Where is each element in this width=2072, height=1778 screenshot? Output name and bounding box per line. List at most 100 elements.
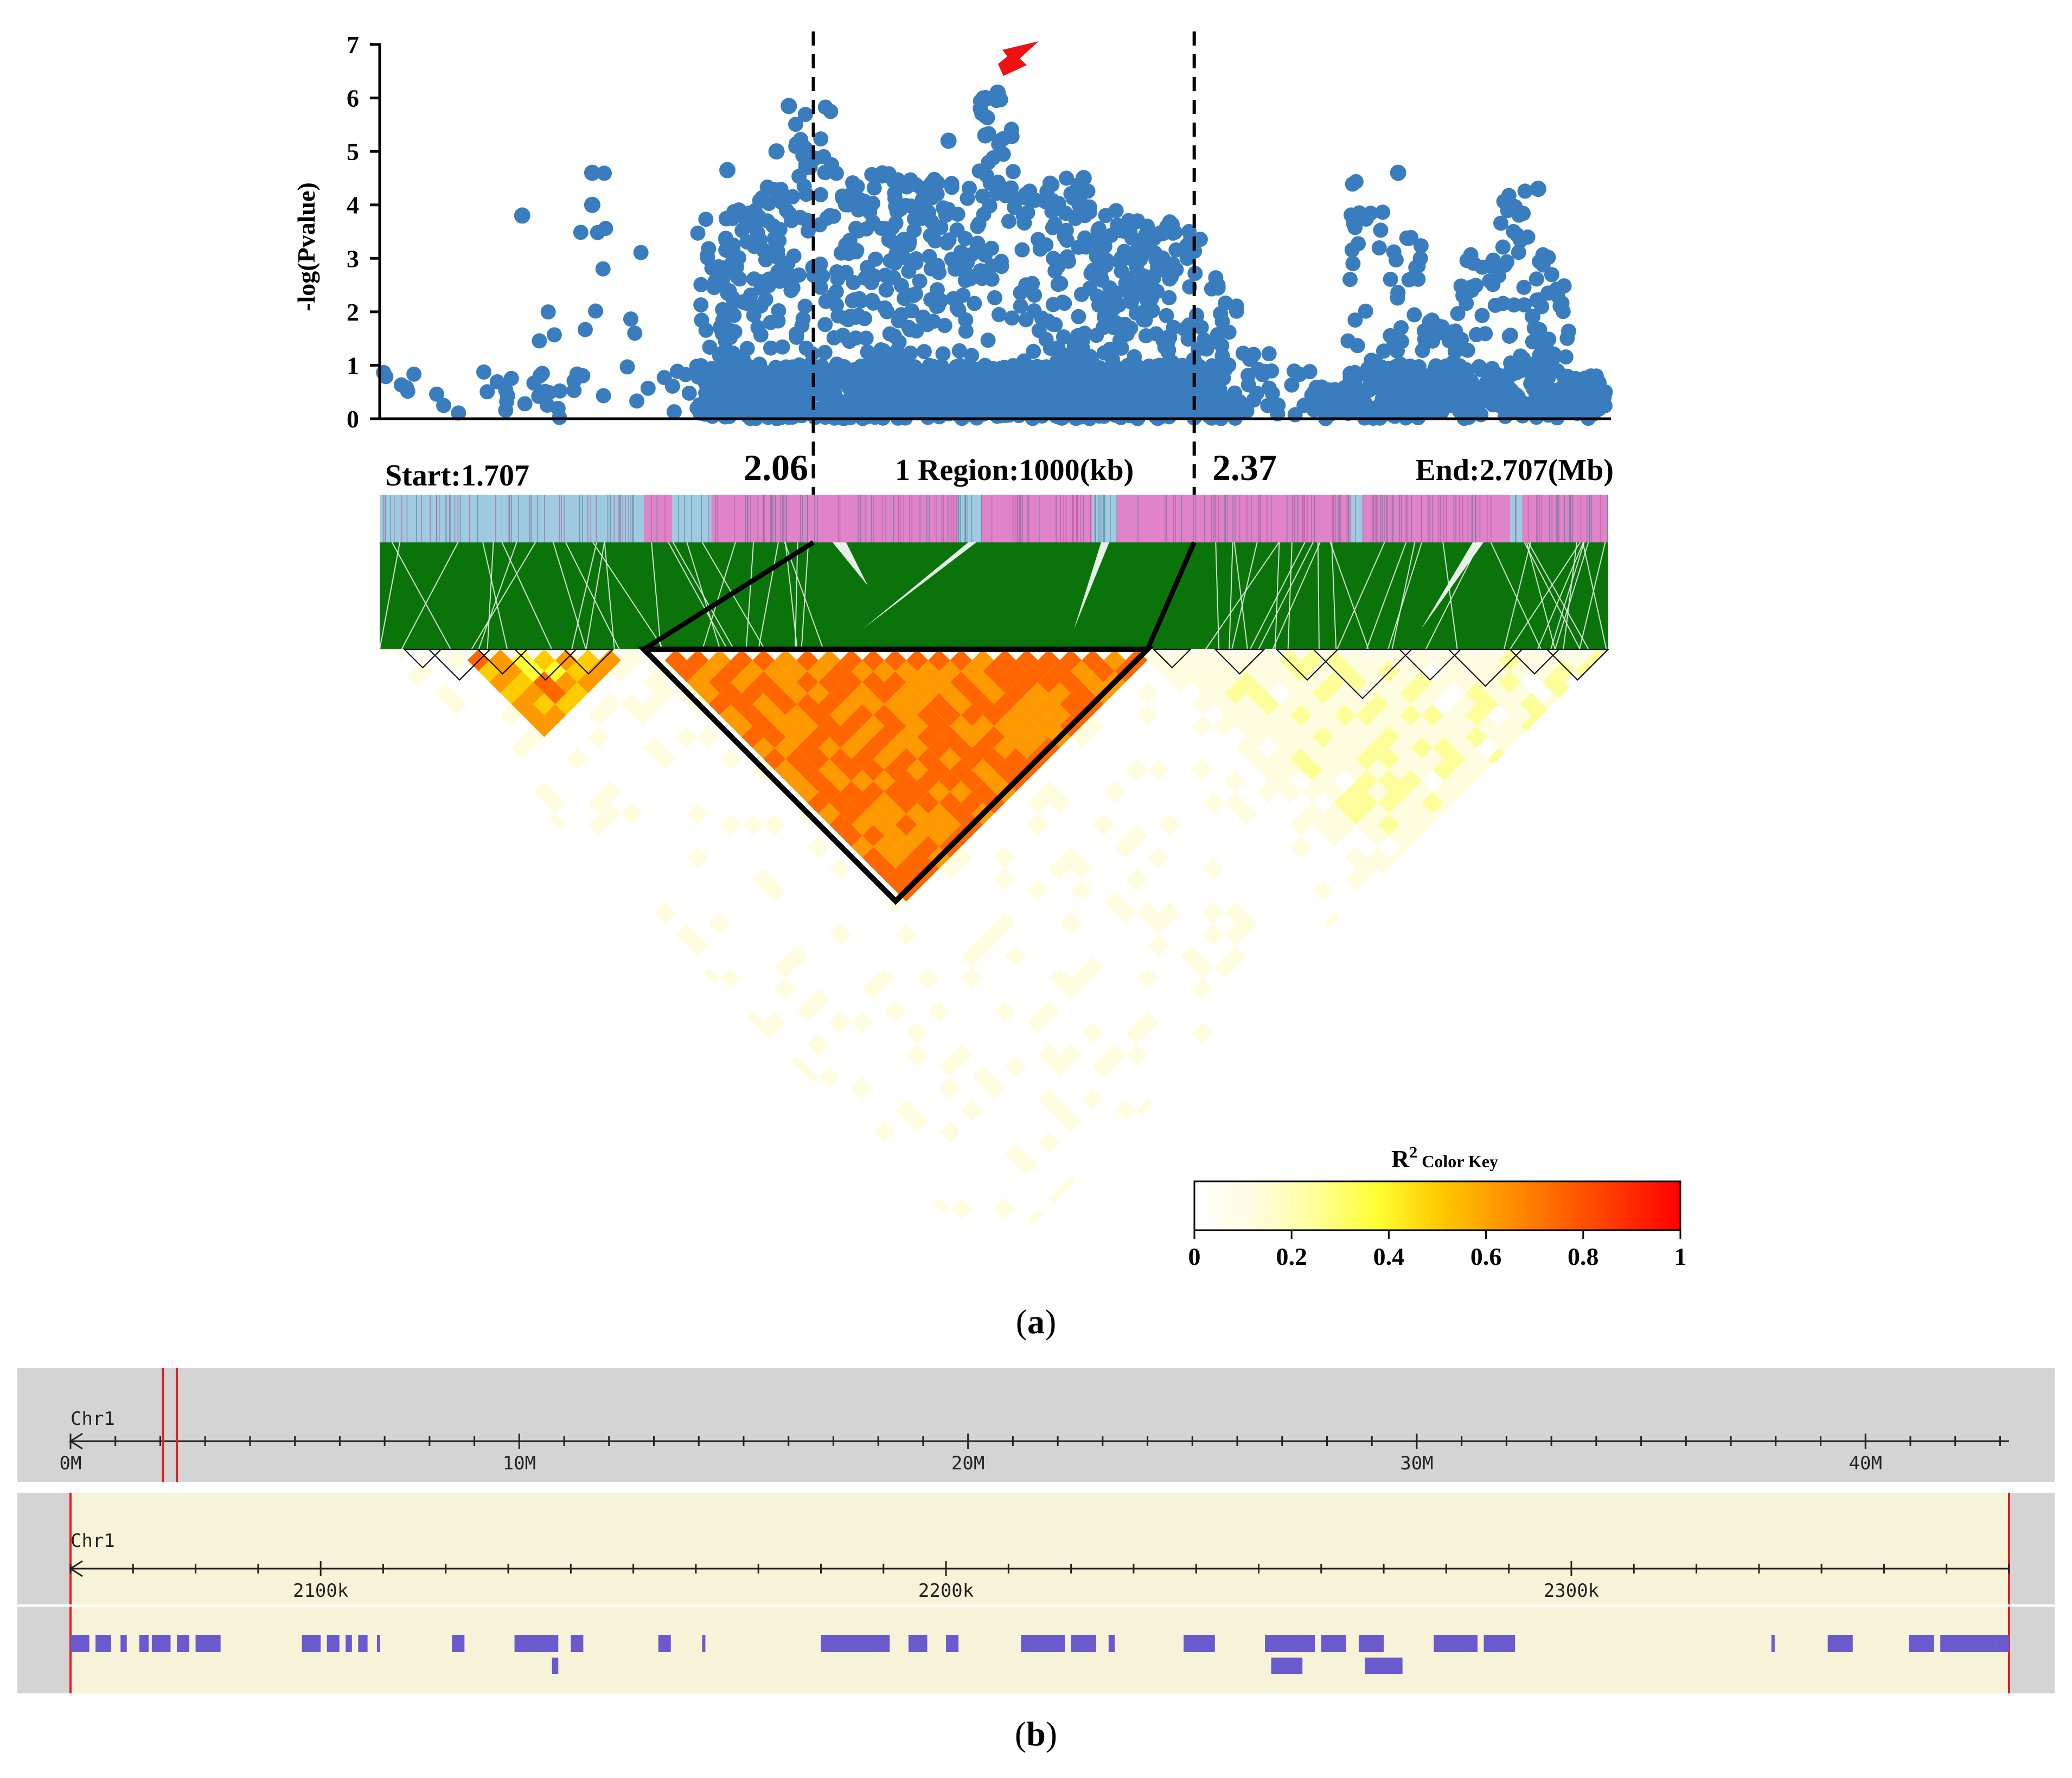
ld-cell (511, 737, 534, 759)
ld-band-line (1336, 542, 1385, 650)
snp-point (1532, 322, 1547, 337)
ld-cell (818, 934, 841, 957)
gene-feature[interactable] (1978, 1635, 1997, 1652)
ld-cell (1224, 791, 1246, 814)
gene-feature[interactable] (452, 1635, 465, 1652)
gene-feature[interactable] (1365, 1658, 1403, 1674)
ld-cell (950, 1110, 973, 1132)
ld-cell (1378, 791, 1400, 814)
gene-feature[interactable] (1321, 1635, 1346, 1652)
gene-feature[interactable] (120, 1635, 127, 1652)
snp-point (629, 393, 645, 409)
ld-cell (752, 715, 775, 737)
gene-feature[interactable] (514, 1635, 559, 1652)
region-right-bound-label: 2.37 (1212, 447, 1277, 488)
snp-point (1001, 213, 1016, 229)
gene-feature[interactable] (358, 1635, 368, 1652)
gene-feature[interactable] (946, 1635, 959, 1652)
snp-point (986, 150, 1001, 165)
gene-feature[interactable] (95, 1635, 111, 1652)
ld-cell (1027, 1033, 1049, 1056)
ld-cell (895, 748, 917, 770)
gene-feature[interactable] (1909, 1635, 1934, 1652)
gene-feature[interactable] (552, 1658, 559, 1674)
gene-feature[interactable] (327, 1635, 340, 1652)
gene-features[interactable] (71, 1635, 2009, 1674)
gene-feature[interactable] (908, 1635, 928, 1652)
snp-point (1350, 383, 1365, 399)
ld-band-line (1527, 542, 1589, 650)
y-tick-label: 1 (347, 351, 359, 379)
ld-cell (873, 1033, 896, 1056)
snp-point (1422, 314, 1437, 330)
gene-feature[interactable] (571, 1635, 584, 1652)
snp-point (789, 329, 804, 345)
ld-cell (708, 868, 731, 891)
ld-cell (1005, 967, 1027, 989)
gene-feature[interactable] (195, 1635, 221, 1652)
snp-point (864, 378, 880, 394)
gene-feature[interactable] (702, 1635, 706, 1652)
ld-cell (950, 847, 973, 869)
ld-cell (698, 923, 720, 946)
ld-cell (599, 715, 621, 737)
gene-feature[interactable] (346, 1635, 352, 1652)
ld-cell (1092, 791, 1115, 814)
snp-point (845, 175, 861, 191)
snp-point (705, 408, 720, 424)
snp-point (546, 327, 562, 343)
snp-point (1050, 277, 1066, 292)
ld-cell (994, 1022, 1016, 1045)
ld-cell (687, 868, 709, 891)
gene-feature[interactable] (376, 1635, 380, 1652)
snp-point (707, 367, 722, 383)
ld-band-line (651, 542, 662, 650)
ld-cell (1082, 978, 1104, 1001)
snp-point (937, 318, 952, 334)
snp-point (1261, 346, 1277, 362)
gene-feature[interactable] (176, 1635, 190, 1652)
ld-cell (1114, 1121, 1137, 1143)
gene-feature[interactable] (302, 1635, 321, 1652)
ld-cell (851, 1077, 874, 1099)
region-detail-track[interactable]: Chr1 2100k 2200k 2300k (17, 1493, 2055, 1693)
gene-feature[interactable] (1021, 1635, 1065, 1652)
ld-cell (1048, 901, 1071, 924)
snp-point (770, 264, 786, 280)
gene-feature[interactable] (1434, 1635, 1478, 1652)
gene-feature[interactable] (1296, 1635, 1315, 1652)
gene-feature[interactable] (1071, 1635, 1096, 1652)
ld-cell (1323, 715, 1345, 737)
snp-point (788, 117, 803, 132)
chromosome-overview-track[interactable]: 0M 10M 20M 30M 40M Chr1 (17, 1368, 2055, 1482)
snp-point (1077, 325, 1092, 341)
gene-feature[interactable] (1940, 1635, 1953, 1652)
gene-feature[interactable] (151, 1635, 171, 1652)
gene-feature[interactable] (1271, 1658, 1303, 1674)
gene-feature[interactable] (1483, 1635, 1515, 1652)
ld-cell (621, 737, 643, 759)
gene-feature[interactable] (821, 1635, 890, 1652)
gene-feature[interactable] (1827, 1635, 1853, 1652)
snp-point (1491, 395, 1506, 411)
gene-feature[interactable] (1184, 1635, 1215, 1652)
gene-feature[interactable] (1953, 1635, 1978, 1652)
gene-feature[interactable] (1265, 1635, 1296, 1652)
ld-cell (566, 704, 589, 726)
ld-cell (906, 1110, 929, 1132)
gene-feature[interactable] (1771, 1635, 1775, 1652)
snp-point (1386, 336, 1402, 352)
snp-point (1524, 309, 1540, 324)
gene-feature[interactable] (1358, 1635, 1384, 1652)
ld-cell (895, 682, 917, 705)
ld-cell (917, 945, 939, 968)
overview-region-highlight[interactable] (162, 1368, 178, 1482)
gene-feature[interactable] (71, 1635, 89, 1652)
gene-feature[interactable] (139, 1635, 149, 1652)
gene-feature[interactable] (658, 1635, 671, 1652)
snp-point (829, 264, 845, 280)
snp-point (451, 405, 466, 421)
gene-feature[interactable] (1996, 1635, 2009, 1652)
gene-feature[interactable] (1108, 1635, 1115, 1652)
ld-cell (1005, 682, 1027, 705)
